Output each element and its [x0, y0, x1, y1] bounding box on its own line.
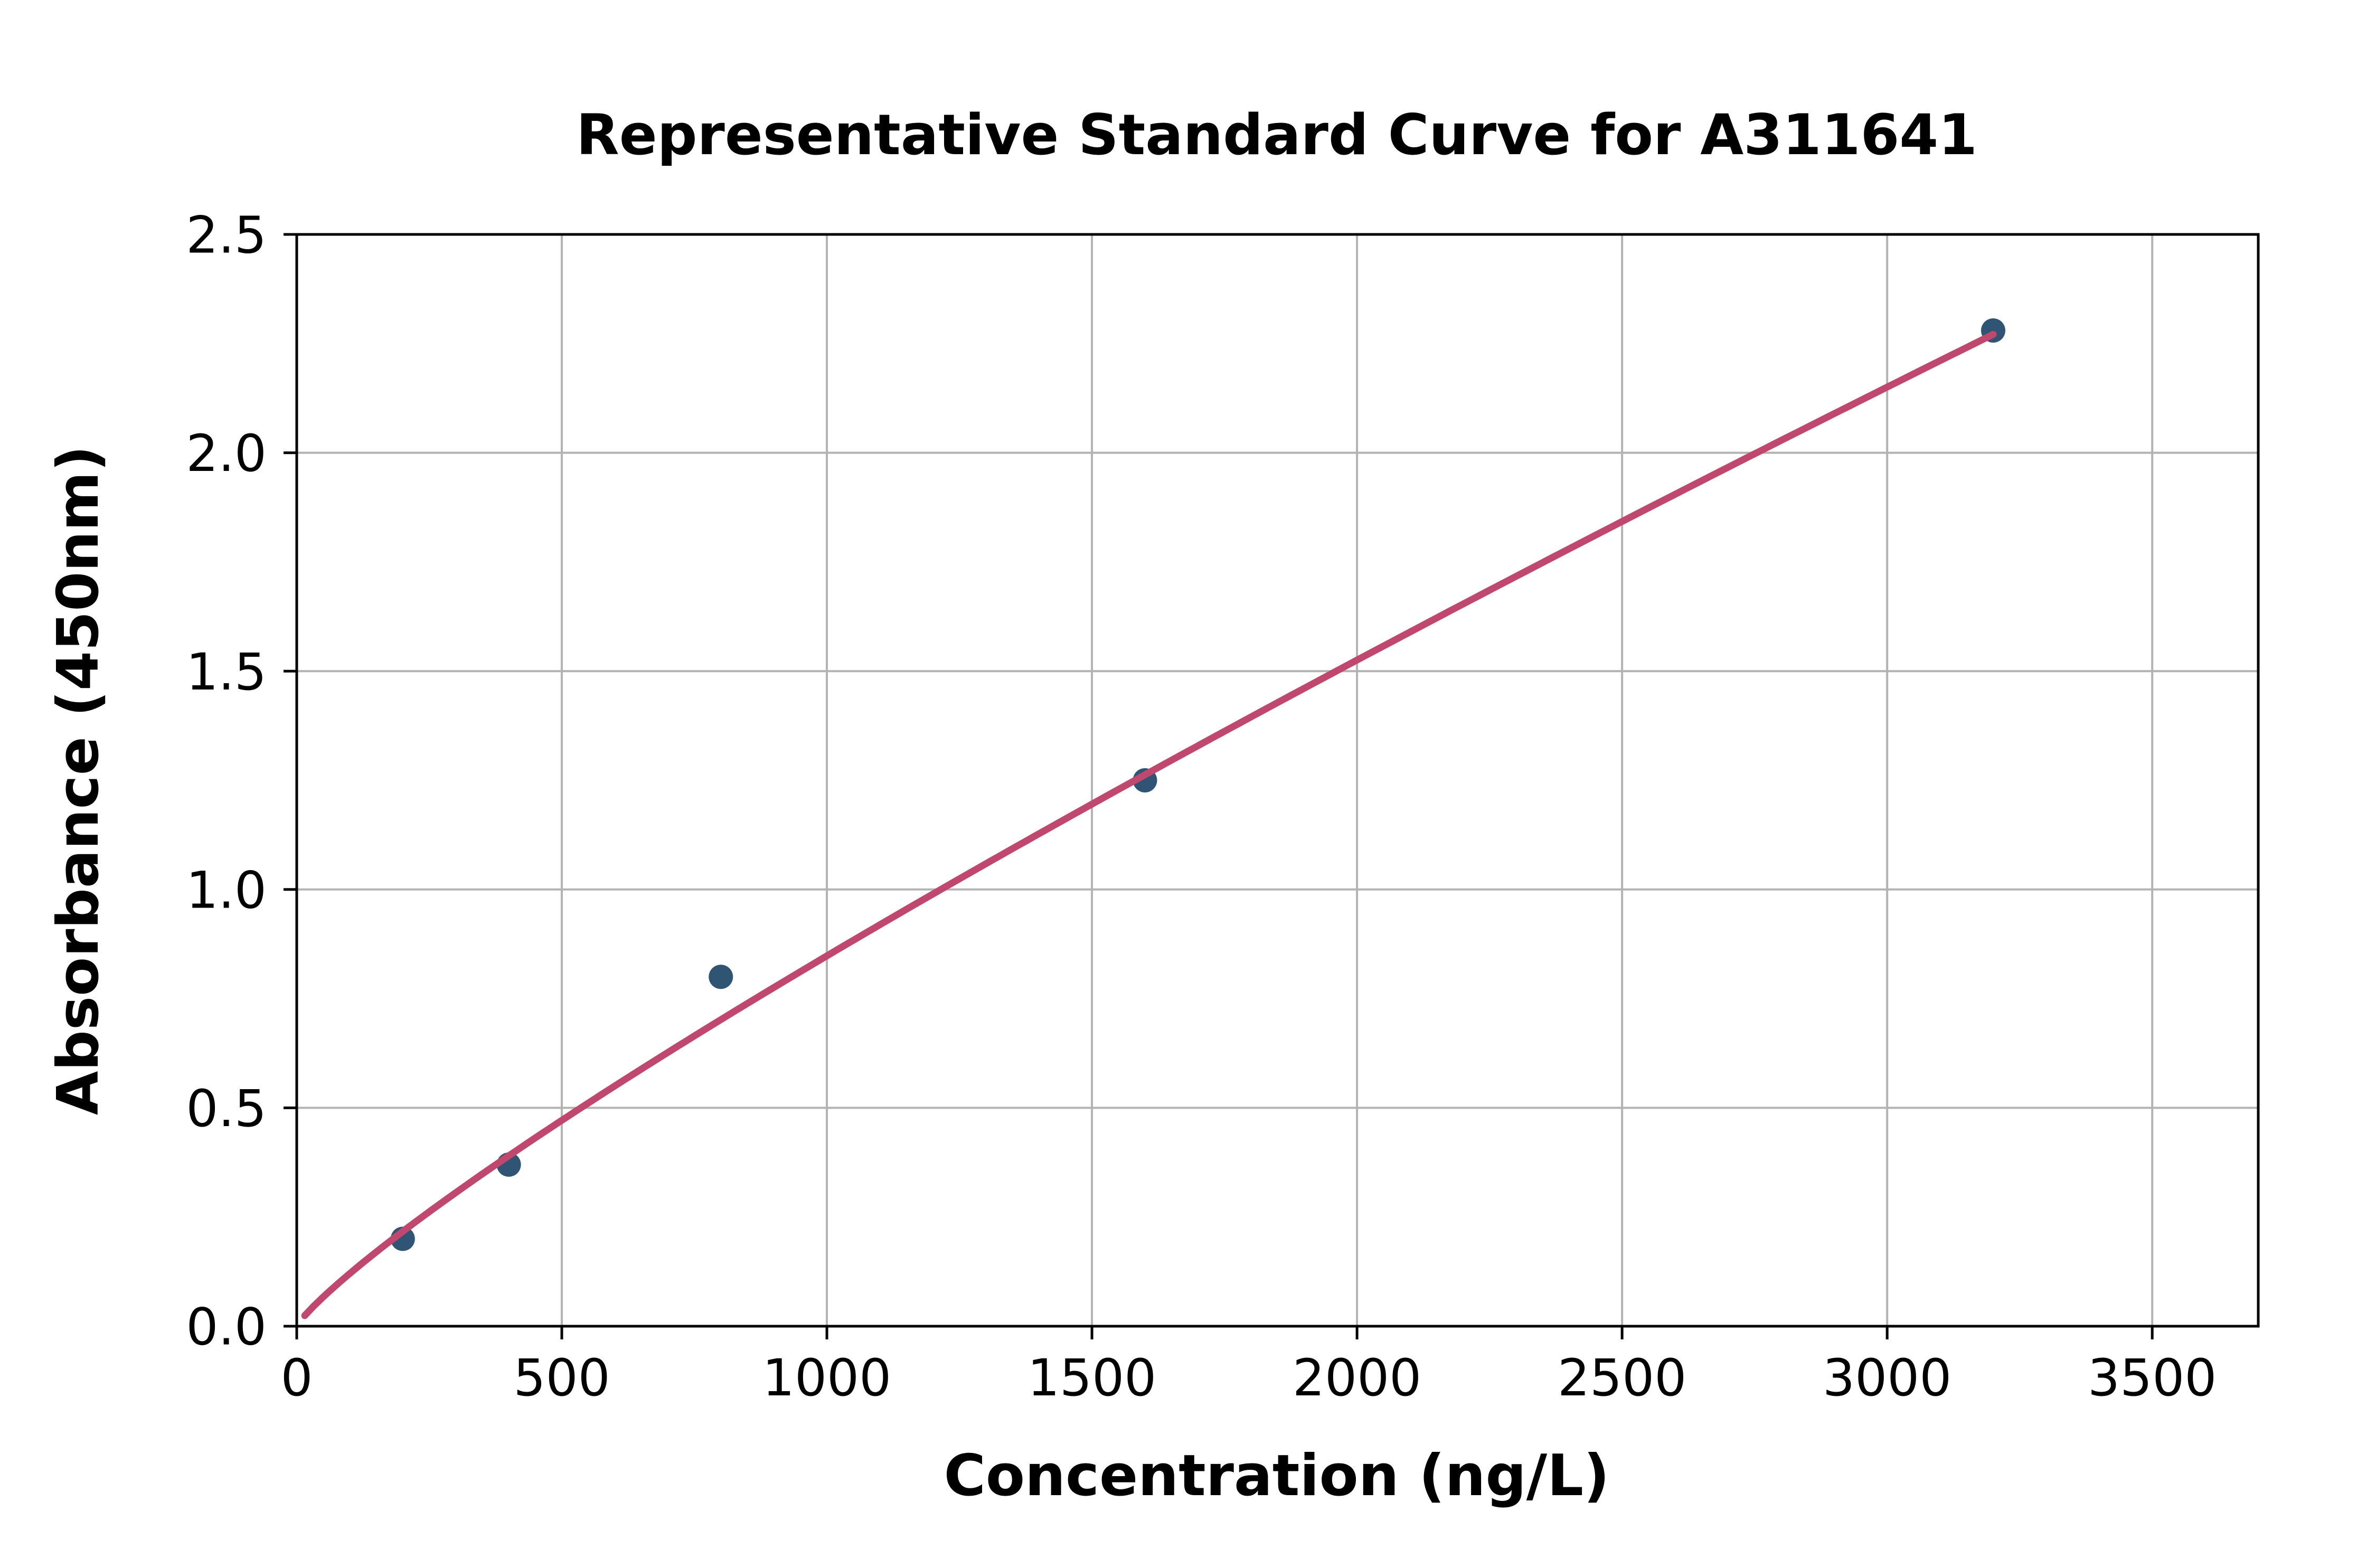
x-ticks: [295, 1326, 2154, 1339]
y-tick-label: 0.5: [186, 1079, 267, 1138]
x-tick-label: 2000: [1293, 1348, 1421, 1408]
y-tick-label: 1.0: [186, 861, 267, 920]
x-tick-label: 1500: [1027, 1348, 1156, 1408]
fit-curve: [301, 330, 1997, 1319]
x-tick-label: 1000: [762, 1348, 891, 1408]
x-axis-label: Concentration (ng/L): [944, 1443, 1610, 1509]
y-axis-label: Absorbance (450nm): [45, 446, 111, 1115]
y-tick-labels: 0.0 0.5 1.0 1.5 2.0 2.5: [186, 206, 267, 1357]
x-tick-label: 3000: [1823, 1348, 1951, 1408]
x-tick-label: 500: [513, 1348, 610, 1408]
y-tick-label: 1.5: [186, 643, 267, 702]
x-tick-label: 3500: [2088, 1348, 2217, 1408]
y-ticks: [284, 233, 297, 1328]
y-tick-label: 2.0: [186, 424, 267, 483]
y-tick-label: 2.5: [186, 206, 267, 265]
x-tick-labels: 0 500 1000 1500 2000 2500 3000 3500: [280, 1348, 2217, 1408]
x-tick-label: 0: [280, 1348, 313, 1408]
plot-border: [295, 233, 2260, 1328]
x-tick-label: 2500: [1558, 1348, 1686, 1408]
data-point: [709, 965, 733, 989]
y-tick-label: 0.0: [186, 1298, 267, 1357]
chart-title: Representative Standard Curve for A31164…: [576, 102, 1977, 167]
